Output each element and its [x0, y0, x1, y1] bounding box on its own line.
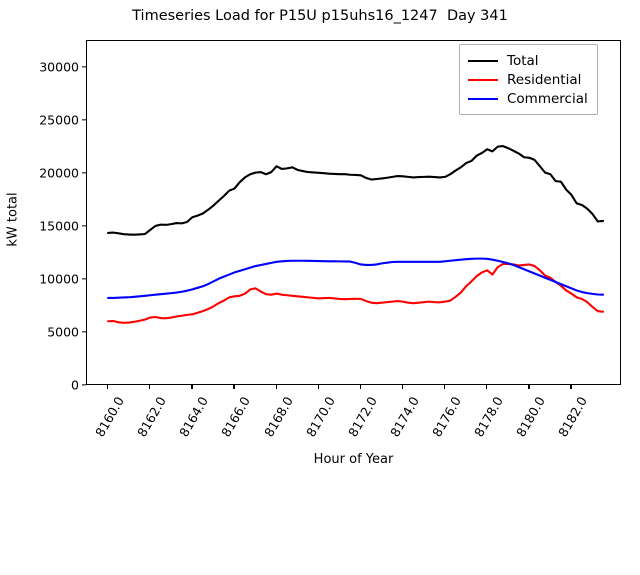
series-line-total — [107, 145, 605, 236]
legend-swatch-residential — [468, 78, 498, 81]
plot-lines — [107, 145, 605, 324]
chart-title: Timeseries Load for P15U p15uhs16_1247 D… — [132, 8, 508, 24]
x-tick-mark — [107, 385, 109, 389]
x-tick-mark — [317, 385, 319, 389]
y-tick-label: 5000 — [47, 324, 79, 340]
y-tick-mark — [82, 278, 86, 280]
series-line-commercial — [107, 257, 605, 299]
x-tick-mark — [359, 385, 362, 389]
legend-entry-residential: Residential — [468, 70, 588, 89]
chart-figure: Timeseries Load for P15U p15uhs16_1247 D… — [5, 8, 621, 467]
y-tick-mark — [82, 172, 86, 174]
y-axis-label: kW total — [5, 192, 21, 247]
x-tick-mark — [570, 385, 572, 389]
x-tick-mark — [191, 385, 193, 389]
y-tick-mark — [82, 331, 86, 333]
chart-legend: Total Residential Commercial — [459, 44, 598, 115]
y-tick-label: 25000 — [39, 112, 79, 128]
y-tick-mark — [82, 118, 86, 121]
y-tick-label: 15000 — [39, 218, 79, 234]
series-line-residential — [107, 262, 605, 324]
y-tick-label: 0 — [71, 377, 79, 393]
legend-label-commercial: Commercial — [507, 90, 588, 107]
x-tick-mark — [401, 385, 404, 389]
x-tick-mark — [486, 385, 488, 389]
y-tick-mark — [82, 384, 86, 386]
y-tick-label: 20000 — [39, 165, 79, 181]
x-tick-mark — [233, 385, 235, 389]
plot-area — [86, 40, 621, 385]
x-tick-mark — [444, 385, 446, 389]
legend-label-residential: Residential — [507, 71, 582, 88]
y-tick-label: 30000 — [39, 59, 79, 75]
x-tick-mark — [275, 385, 277, 389]
x-axis-label: Hour of Year — [313, 452, 394, 467]
legend-entry-commercial: Commercial — [468, 89, 588, 108]
y-tick-label: 10000 — [39, 271, 79, 287]
x-tick-mark — [149, 385, 151, 389]
legend-entry-total: Total — [468, 51, 588, 70]
legend-swatch-commercial — [468, 97, 498, 100]
y-tick-mark — [82, 65, 86, 68]
legend-label-total: Total — [507, 52, 539, 69]
legend-swatch-total — [468, 59, 498, 62]
y-tick-mark — [82, 225, 86, 227]
x-tick-mark — [528, 385, 530, 389]
